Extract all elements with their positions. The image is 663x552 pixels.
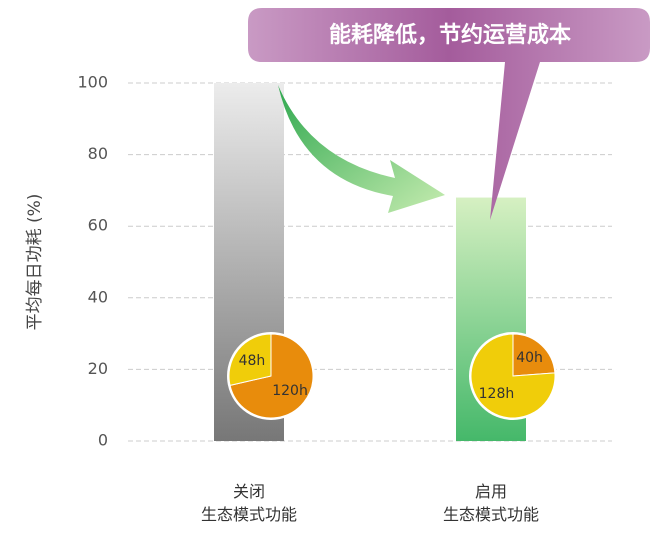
arrow: [278, 85, 445, 213]
pie-slice: [512, 333, 556, 377]
pie-label: 48h: [239, 353, 266, 369]
callout: [248, 8, 650, 220]
y-tick-label: 60: [88, 216, 108, 235]
pie-label: 40h: [516, 350, 543, 366]
y-tick-label: 40: [88, 287, 108, 306]
y-axis-label: 平均每日功耗 (%): [25, 194, 45, 331]
pie-slice: [229, 333, 314, 419]
pie-slice: [470, 333, 556, 419]
y-tick-label: 0: [98, 431, 108, 450]
x-tick-label: 启用 生态模式功能: [442, 482, 539, 524]
pie-slice: [228, 333, 272, 386]
plot-area: 0 20 40 60 80 100 120h 48h 40h 128h: [77, 73, 612, 450]
y-tick-label: 20: [88, 359, 108, 378]
y-tick-label: 100: [77, 73, 108, 92]
callout-text: 能耗降低，节约运营成本: [329, 22, 571, 48]
y-tick-label: 80: [88, 144, 108, 163]
pie-label: 128h: [479, 386, 515, 402]
pie-label: 120h: [272, 383, 308, 399]
x-tick-label: 关闭 生态模式功能: [200, 482, 297, 524]
